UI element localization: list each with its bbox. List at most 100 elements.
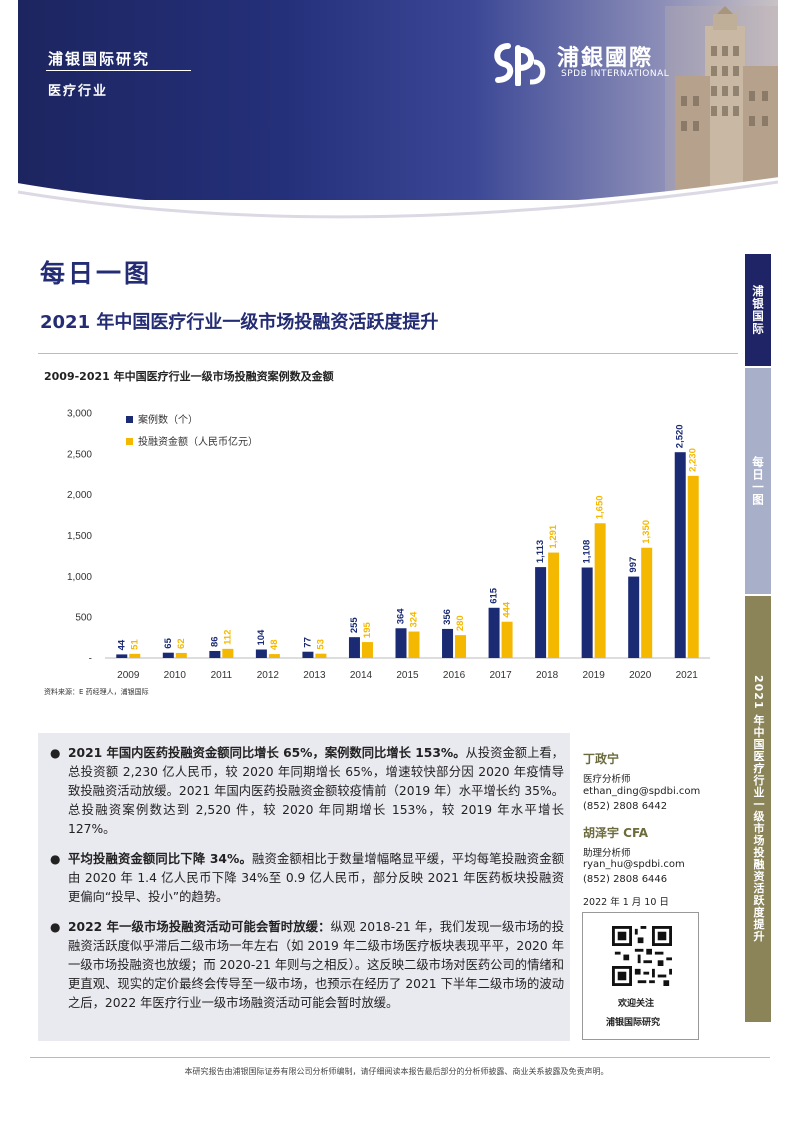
x-tick-label: 2015 xyxy=(396,670,419,681)
bar-case-count xyxy=(209,650,221,658)
chart-source: 资料来源：E 药经理人，浦银国际 xyxy=(44,688,149,696)
y-tick-label: 3,000 xyxy=(67,409,92,420)
bar-case-count xyxy=(162,652,174,658)
key-point: ● 2022 年一级市场投融资活动可能会暂时放缓：纵观 2018-21 年，我们… xyxy=(50,918,564,1013)
analyst-phone: (852) 2808 6446 xyxy=(583,874,668,885)
bar-investment-amount xyxy=(594,523,606,658)
logo-text-cn: 浦銀國際 xyxy=(557,46,654,71)
bar-label-case-count: 77 xyxy=(302,637,313,648)
bar-label-investment-amount: 280 xyxy=(455,615,466,631)
bar-label-investment-amount: 324 xyxy=(409,611,420,628)
bar-investment-amount xyxy=(408,631,420,658)
bar-label-case-count: 615 xyxy=(489,587,500,604)
x-tick-label: 2018 xyxy=(536,670,559,681)
bar-case-count xyxy=(535,567,547,658)
bar-investment-amount xyxy=(548,552,560,658)
bar-investment-amount xyxy=(175,652,187,658)
key-point-body: 融资金额相比于数量增幅略显平缓，平均每笔投融资金额由 2020 年 1.4 亿人… xyxy=(68,852,564,904)
page-subtitle: 2021 年中国医疗行业一级市场投融资活跃度提升 xyxy=(40,312,439,333)
brand-divider xyxy=(46,70,191,71)
footer-divider xyxy=(30,1057,770,1058)
x-tick-label: 2014 xyxy=(350,670,373,681)
x-tick-label: 2021 xyxy=(676,670,699,681)
bar-label-investment-amount: 48 xyxy=(269,640,280,651)
x-tick-label: 2017 xyxy=(489,670,512,681)
legend-label: 投融资金额（人民币亿元） xyxy=(138,435,258,448)
analyst-email[interactable]: ethan_ding@spdbi.com xyxy=(583,786,701,797)
qr-code-icon[interactable] xyxy=(612,926,672,986)
x-tick-label: 2013 xyxy=(303,670,326,681)
y-tick-label: 1,500 xyxy=(67,531,92,542)
bullet-dot-icon: ● xyxy=(50,920,61,934)
spdb-logo-icon xyxy=(494,43,546,86)
bar-case-count xyxy=(302,651,314,658)
sidebar-label: 浦银国际 xyxy=(751,285,765,335)
bar-label-case-count: 1,113 xyxy=(535,540,546,563)
analyst-role: 医疗分析师 xyxy=(583,774,631,785)
bar-chart: 3,000 2,500 2,000 1,500 1,000 500 - 44 51 65 62 86… xyxy=(67,409,710,681)
bar-case-count xyxy=(116,654,128,658)
bar-label-case-count: 86 xyxy=(209,636,220,647)
bar-case-count xyxy=(395,628,407,658)
report-date: 2022 年 1 月 10 日 xyxy=(583,897,669,908)
key-points-box: ● 2021 年国内医药投融资金额同比增长 65%，案例数同比增长 153%。从… xyxy=(38,733,570,1041)
brand-name: 浦银国际研究 xyxy=(48,50,151,68)
bullet-dot-icon: ● xyxy=(50,746,61,760)
bar-investment-amount xyxy=(501,621,513,658)
bar-label-case-count: 356 xyxy=(442,609,453,625)
bar-investment-amount xyxy=(455,635,467,658)
bar-case-count xyxy=(581,567,593,658)
bar-investment-amount xyxy=(129,653,141,658)
bar-investment-amount xyxy=(687,475,699,658)
bar-case-count xyxy=(674,452,686,658)
sidebar-label: 每日一图 xyxy=(751,456,765,506)
logo-text-en: SPDB INTERNATIONAL xyxy=(561,69,670,79)
bar-label-investment-amount: 62 xyxy=(176,638,187,649)
bar-case-count xyxy=(442,628,454,658)
bar-label-case-count: 2,520 xyxy=(675,424,686,448)
legend-swatch xyxy=(126,438,133,445)
bar-label-case-count: 997 xyxy=(628,557,639,573)
sidebar-tab-section: 每日一图 xyxy=(745,368,771,594)
bar-label-investment-amount: 51 xyxy=(129,639,140,650)
x-tick-label: 2016 xyxy=(443,670,466,681)
sidebar-tab-topic: 2021 年中国医疗行业一级市场投融资活跃度提升 xyxy=(745,596,771,1022)
y-tick-label: 2,000 xyxy=(67,490,92,501)
page-title: 每日一图 xyxy=(40,259,153,288)
bar-label-investment-amount: 195 xyxy=(362,622,373,639)
bar-investment-amount xyxy=(222,648,234,658)
bar-label-investment-amount: 2,230 xyxy=(688,448,699,472)
analyst-phone: (852) 2808 6442 xyxy=(583,801,668,812)
bar-case-count xyxy=(628,576,640,658)
x-tick-label: 2009 xyxy=(117,670,140,681)
analyst-name: 丁政宁 xyxy=(583,752,620,766)
key-point-body: 纵观 2018-21 年，我们发现一级市场的投融资活跃度似乎滞后二级市场一年左右… xyxy=(68,920,564,1010)
analyst-role: 助理分析师 xyxy=(583,848,631,859)
key-point-heading: 平均投融资金额同比下降 34%。 xyxy=(68,852,252,866)
bullet-dot-icon: ● xyxy=(50,852,61,866)
key-point-heading: 2022 年一级市场投融资活动可能会暂时放缓： xyxy=(68,920,331,934)
y-tick-label: - xyxy=(89,654,92,665)
bar-label-case-count: 44 xyxy=(116,639,127,650)
analyst-email[interactable]: ryan_hu@spdbi.com xyxy=(583,859,685,870)
bar-label-case-count: 255 xyxy=(349,617,360,634)
y-tick-label: 1,000 xyxy=(67,572,92,583)
bar-investment-amount xyxy=(361,642,373,658)
bar-case-count xyxy=(348,637,360,658)
title-divider xyxy=(38,353,738,354)
key-point: ● 2021 年国内医药投融资金额同比增长 65%，案例数同比增长 153%。从… xyxy=(50,744,564,839)
header-wave xyxy=(0,175,793,228)
sidebar-label: 2021 年中国医疗行业一级市场投融资活跃度提升 xyxy=(752,675,765,943)
bar-label-investment-amount: 1,350 xyxy=(641,520,652,544)
building-image xyxy=(665,6,778,196)
page-header: 浦银国际研究 医疗行业 浦銀國際 SPDB INTERNATIONAL xyxy=(0,0,793,228)
industry-label: 医疗行业 xyxy=(48,84,109,99)
y-tick-label: 500 xyxy=(75,613,92,624)
bar-investment-amount xyxy=(641,547,653,658)
bar-label-investment-amount: 112 xyxy=(222,630,233,645)
qr-label-brand: 浦银国际研究 xyxy=(606,1018,661,1028)
bar-label-investment-amount: 53 xyxy=(315,639,326,650)
bar-investment-amount xyxy=(268,654,280,658)
bar-label-case-count: 104 xyxy=(256,629,267,646)
analyst-name: 胡泽宇 CFA xyxy=(583,826,649,840)
